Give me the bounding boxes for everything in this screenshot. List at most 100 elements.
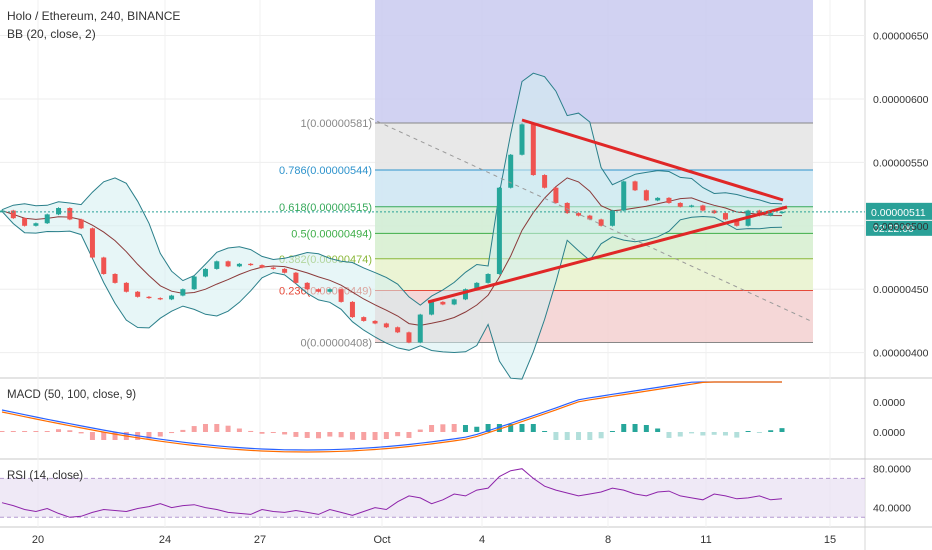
macd-histogram-bar [440,424,446,432]
candle-body [598,219,604,226]
candle-body [135,291,141,297]
macd-histogram-bar [519,424,525,432]
candle-body [700,205,706,211]
candle-body [22,218,28,226]
bb-upper-band [1,72,783,306]
macd-histogram-bar [587,432,593,440]
fib-level-label: 0.5(0.00000494) [291,228,372,240]
macd-histogram-bar [169,432,175,434]
macd-histogram-bar [474,426,480,432]
macd-histogram-bar [180,429,186,432]
macd-histogram-bar [609,431,615,432]
time-tick-label: 27 [254,534,266,546]
macd-tick-label: 0.0000 [873,427,905,439]
macd-histogram-bar [202,424,208,432]
candle-body [440,301,446,305]
macd-histogram-bar [700,432,706,436]
candle-body [406,332,412,343]
candle-body [677,202,683,207]
macd-histogram-bar [259,432,265,434]
price-tick-label: 0.00000450 [873,284,929,296]
candle-body [508,154,514,188]
macd-histogram-bar [270,432,276,433]
fib-zone [375,258,813,291]
macd-histogram-bar [327,432,333,437]
candle-body [474,282,480,290]
candle-body [304,282,310,290]
rsi-label[interactable]: RSI (14, close) [7,470,83,482]
candle-body [451,299,457,305]
macd-histogram-bar [530,424,536,432]
macd-histogram-bar [417,429,423,432]
macd-label[interactable]: MACD (50, 100, close, 9) [7,389,136,401]
time-tick-label: 4 [479,534,485,546]
candle-body [349,301,355,318]
macd-histogram-bar [0,431,5,432]
macd-histogram-bar [33,431,39,432]
macd-histogram-bar [553,432,559,440]
macd-histogram-bar [101,432,107,440]
upper-trendline[interactable] [521,118,784,202]
candle-body [327,289,333,292]
candle-body [214,261,220,269]
fib-extension-zone [375,0,813,124]
time-tick-label: 24 [159,534,171,546]
macd-histogram-bar [621,424,627,432]
lower-trendline[interactable] [427,205,788,304]
candle-body [485,273,491,283]
candle-body [56,208,62,215]
macd-histogram-bar [304,432,310,438]
candle-body [202,268,208,277]
candle-body [621,181,627,211]
candle-body [282,268,288,273]
time-tick-label: 20 [32,534,44,546]
macd-histogram-bar [576,432,582,440]
macd-histogram-bar [734,432,740,438]
candle-body [779,211,785,214]
drawing-overlay[interactable]: 0.00000511 02:22:00 [0,117,932,323]
macd-histogram-bar [372,432,378,440]
candle-body [10,210,16,219]
candle-body [157,298,163,300]
candle-body [666,197,672,203]
macd-pane [0,381,785,453]
candle-body [429,301,435,315]
bb-indicator-label[interactable]: BB (20, close, 2) [7,27,96,41]
candle-body [67,208,73,220]
time-tick-label: Oct [373,534,390,546]
macd-histogram-bar [756,432,762,433]
macd-histogram-bar [293,432,299,437]
candle-body [372,320,378,324]
candle-body [112,273,118,283]
macd-histogram-bar [677,432,683,437]
fib-trend-line[interactable] [369,117,814,323]
macd-histogram-bar [338,432,344,438]
candle-body [564,202,570,214]
macd-histogram-bar [191,426,197,432]
fib-level-label: 0(0.00000408) [300,337,372,349]
price-tick-label: 0.00000400 [873,348,929,360]
candle-body [496,187,502,274]
macd-histogram-bar [711,432,717,435]
rsi-tick-label: 40.0000 [873,503,911,515]
candle-body [225,261,231,267]
macd-histogram-bar [56,429,62,432]
candle-body [643,190,649,201]
countdown-tag [866,220,932,236]
current-price-tag[interactable] [866,202,932,220]
macd-histogram-bar [655,428,661,432]
macd-histogram-bar [598,432,604,439]
macd-histogram-bar [462,425,468,432]
candle-body [711,210,717,214]
macd-histogram-bar [542,431,548,432]
candle-body [338,289,344,302]
macd-histogram-bar [745,431,751,432]
bollinger-bands [1,72,783,380]
candle-body [587,215,593,220]
candle-body [270,267,276,269]
macd-histogram-bar [768,430,774,432]
time-tick-label: 15 [824,534,836,546]
macd-histogram-bar [67,430,73,432]
candle-countdown: 02:22:00 [873,223,914,235]
